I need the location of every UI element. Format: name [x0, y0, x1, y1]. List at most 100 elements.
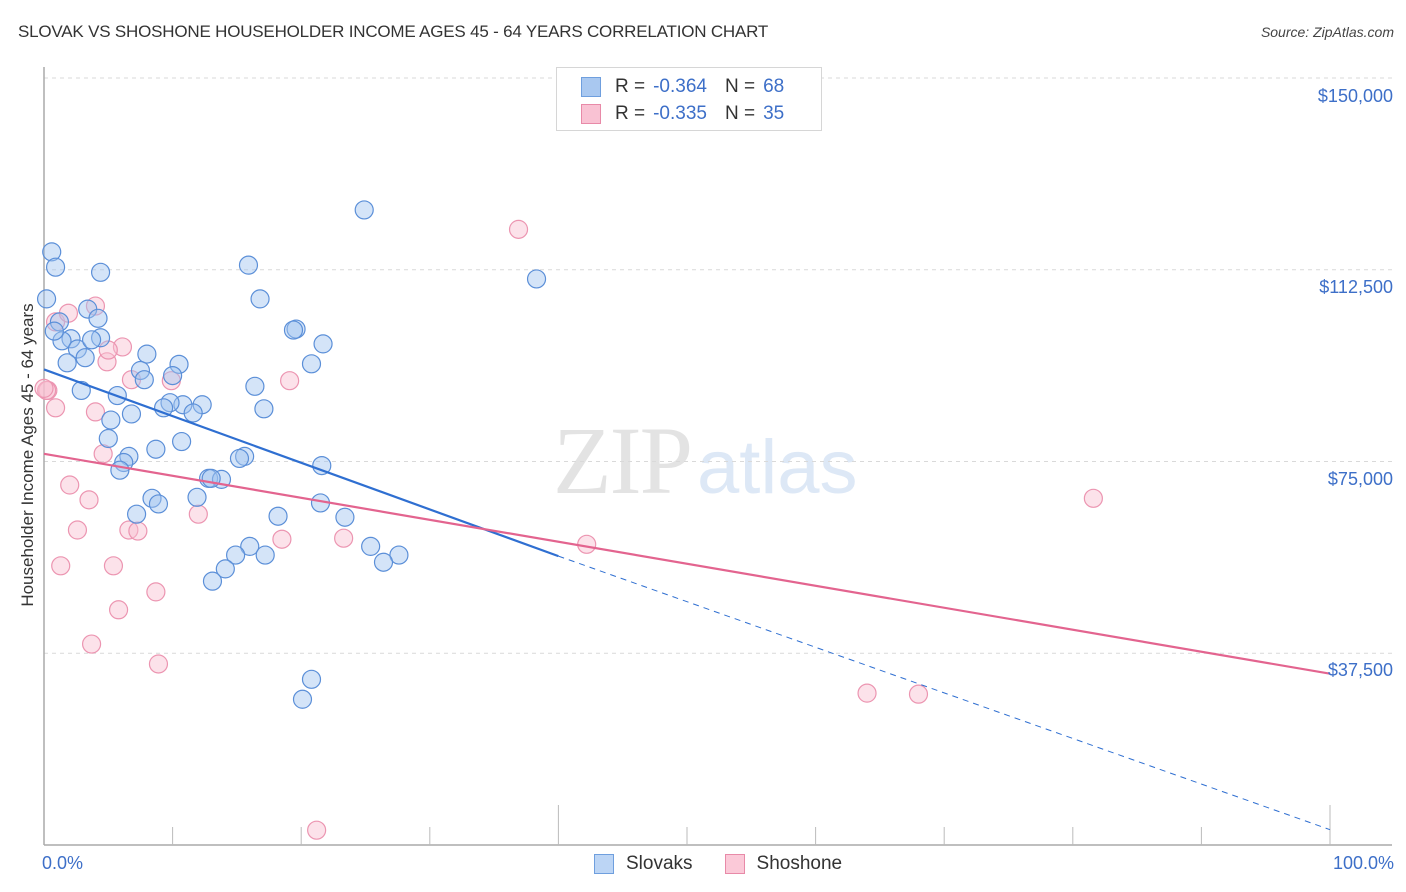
data-point	[146, 439, 166, 459]
watermark: ZIPatlas	[553, 405, 858, 516]
data-point	[36, 289, 57, 309]
data-point	[301, 354, 322, 374]
data-point	[67, 520, 88, 540]
data-point	[201, 468, 221, 488]
data-point	[71, 380, 91, 401]
data-point	[389, 545, 409, 565]
data-point	[172, 431, 192, 452]
data-point	[148, 494, 169, 514]
data-point	[283, 320, 304, 340]
data-point	[121, 404, 142, 424]
data-point	[101, 410, 121, 430]
data-point	[857, 683, 877, 703]
data-point	[280, 371, 300, 391]
data-point	[373, 552, 394, 572]
shoshone-swatch	[724, 854, 745, 874]
legend-item-slovaks[interactable]: Slovaks	[594, 853, 693, 875]
data-point	[79, 490, 99, 510]
data-point	[307, 820, 327, 840]
data-point	[110, 460, 130, 480]
data-point	[292, 689, 313, 709]
series-legend: Slovaks Shoshone	[594, 853, 874, 875]
data-point	[45, 398, 66, 418]
data-point	[238, 255, 259, 275]
data-point	[250, 289, 270, 309]
data-point	[137, 344, 157, 364]
data-point	[85, 296, 106, 316]
x-axis-min-label: 0.0%	[42, 853, 84, 873]
data-point	[98, 340, 118, 360]
data-point	[81, 330, 102, 350]
data-point	[44, 321, 64, 341]
data-point	[57, 353, 77, 373]
data-point	[81, 634, 102, 654]
axes	[43, 67, 1392, 846]
data-point	[908, 684, 929, 704]
data-point	[148, 654, 169, 674]
legend-label: Slovaks	[626, 853, 693, 874]
data-point	[202, 571, 223, 591]
chart-title: SLOVAK VS SHOSHONE HOUSEHOLDER INCOME AG…	[18, 22, 769, 41]
data-point	[1083, 488, 1103, 508]
data-point	[268, 506, 288, 526]
data-point	[108, 600, 129, 620]
data-point	[215, 559, 235, 579]
source-label: Source: ZipAtlas.com	[1260, 24, 1394, 40]
data-point	[60, 475, 80, 495]
slovaks-swatch	[594, 854, 614, 874]
data-point	[354, 200, 374, 220]
legend-row-shoshone: R = -0.335 N = 35	[581, 103, 784, 125]
data-point	[51, 556, 71, 576]
legend-label: Shoshone	[756, 853, 843, 874]
data-point	[240, 536, 260, 556]
data-point	[577, 534, 597, 554]
data-point	[163, 365, 183, 386]
data-point	[312, 455, 332, 476]
slovaks-swatch	[581, 77, 601, 97]
data-point	[112, 337, 133, 357]
y-tick-112500: $112,500	[1319, 277, 1393, 297]
data-point	[508, 219, 529, 239]
watermark-atlas: atlas	[697, 425, 858, 510]
n-label: N =	[724, 103, 756, 124]
shoshone-swatch	[581, 104, 601, 124]
watermark-zip: ZIP	[553, 407, 693, 514]
data-point	[146, 582, 166, 602]
data-point	[169, 354, 189, 374]
data-point	[36, 380, 57, 401]
data-point	[128, 521, 148, 541]
data-point	[119, 446, 139, 466]
n-value: 68	[763, 76, 785, 97]
data-point	[187, 487, 207, 507]
data-point	[526, 269, 547, 289]
data-point	[75, 348, 95, 368]
data-point	[42, 242, 62, 262]
data-point	[126, 504, 147, 524]
x-axis-max-label: 100.0%	[1332, 853, 1394, 873]
slovaks-trend-extension	[558, 555, 1331, 831]
y-tick-37500: $37,500	[1327, 660, 1393, 680]
slovaks-trend-line	[43, 368, 559, 558]
trend-lines	[43, 368, 1331, 831]
data-point	[103, 556, 124, 576]
data-point	[313, 334, 333, 354]
data-point	[254, 399, 274, 419]
data-point	[160, 393, 180, 413]
y-axis-label: Householder Income Ages 45 - 64 years	[18, 303, 37, 607]
r-value: -0.335	[653, 103, 707, 124]
data-point	[335, 507, 355, 527]
data-point	[229, 448, 250, 469]
y-tick-150000: $150,000	[1317, 86, 1393, 106]
data-point	[334, 528, 354, 548]
r-value: -0.364	[653, 76, 707, 97]
data-point	[90, 262, 111, 282]
data-point	[226, 545, 246, 565]
gridlines	[44, 77, 1392, 654]
data-point	[88, 308, 108, 328]
slovaks-points	[36, 200, 547, 709]
data-point	[188, 504, 208, 524]
data-point	[45, 257, 66, 277]
data-point	[34, 378, 54, 398]
legend-item-shoshone[interactable]: Shoshone	[724, 853, 843, 875]
